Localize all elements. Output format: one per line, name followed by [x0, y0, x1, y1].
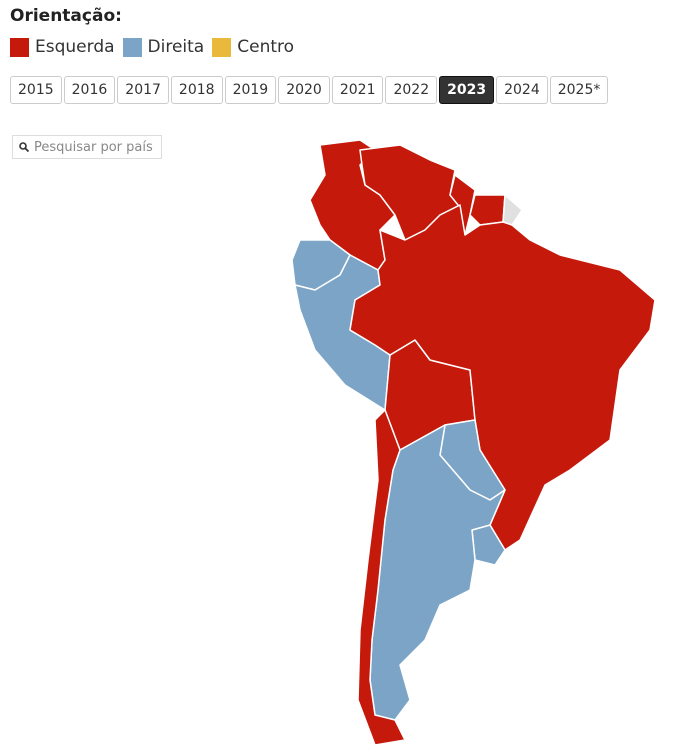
year-button[interactable]: 2023: [439, 76, 495, 104]
country[interactable]: [469, 194, 506, 226]
year-button[interactable]: 2016: [63, 76, 116, 104]
year-button[interactable]: 2024: [496, 76, 548, 104]
search-box[interactable]: Pesquisar por país: [12, 135, 162, 159]
country[interactable]: [502, 194, 523, 226]
country[interactable]: [349, 204, 656, 551]
year-button[interactable]: 2017: [117, 76, 169, 104]
year-button[interactable]: 2020: [278, 76, 330, 104]
country[interactable]: [357, 409, 406, 746]
legend-title: Orientação:: [10, 6, 122, 26]
year-button[interactable]: 2018: [170, 76, 223, 104]
legend-label: Direita: [147, 37, 205, 57]
legend-swatch: [122, 37, 142, 57]
legend-swatch: [212, 37, 232, 57]
year-button[interactable]: 2015: [10, 76, 62, 104]
year-selector: 2015 2016 2017 2018 2019 2020 2021 2022 2023 2024…: [10, 76, 609, 104]
legend-label: Esquerda: [35, 37, 115, 57]
legend-item: Centro: [212, 37, 294, 57]
legend-label: Centro: [237, 37, 295, 57]
year-button[interactable]: 2022: [385, 76, 438, 104]
year-button[interactable]: 2019: [224, 76, 277, 104]
legend-swatch: [10, 37, 29, 57]
year-button[interactable]: 2021: [331, 76, 384, 104]
legend: Esquerda Direita Centro: [10, 37, 294, 57]
search-placeholder: Pesquisar por país: [34, 139, 153, 155]
legend-item: Esquerda: [10, 37, 115, 57]
year-button[interactable]: 2025*: [549, 76, 609, 104]
legend-item: Direita: [122, 37, 205, 57]
search-icon: [19, 142, 29, 152]
